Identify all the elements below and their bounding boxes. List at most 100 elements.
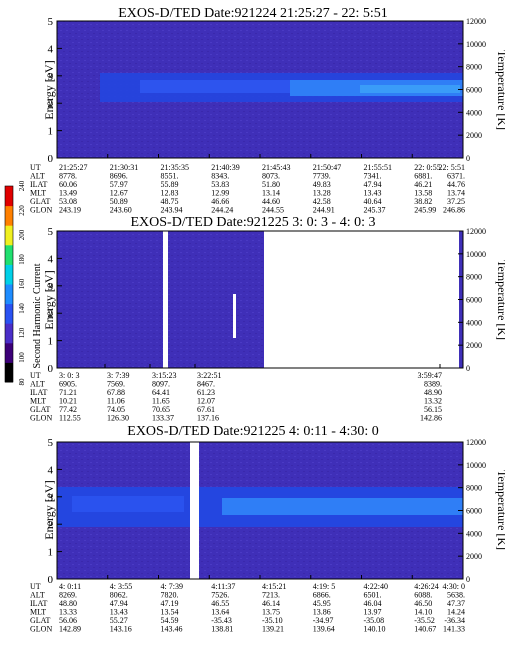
table-row-label: MLT — [30, 608, 46, 617]
table-cell: 245.37 — [364, 206, 386, 215]
colorbar-ticks: 80 100 120 140 160 180 200 220 240 — [18, 180, 26, 385]
colorbar: 80 100 120 140 160 180 200 220 240 Second Harmon… — [4, 180, 43, 386]
panel-3-right-axis: 0 2000 4000 6000 8000 10000 12000 — [458, 438, 486, 584]
panel-2: EXOS-D/TED Date:921225 3: 0: 3 - 4: 0: 3… — [30, 215, 505, 423]
table-cell: 21:40:39 — [211, 163, 239, 172]
table-cell: 6088. — [414, 591, 432, 600]
table-cell: 46.21 — [414, 180, 432, 189]
table-cell: 7569. — [107, 380, 125, 389]
table-cell: 57.97 — [110, 180, 128, 189]
panel-3-ylabel-right: Temperature [K] — [495, 470, 505, 550]
table-cell: 54.59 — [161, 616, 179, 625]
colorbar-tick-label: 200 — [18, 229, 26, 240]
table-cell: 143.46 — [161, 625, 183, 634]
table-row-label: ALT — [30, 380, 45, 389]
colorbar-frame — [4, 185, 14, 383]
colorbar-segment — [5, 264, 13, 285]
table-cell: 13.97 — [364, 608, 382, 617]
table-cell: 37.25 — [447, 197, 465, 206]
table-cell: 74.05 — [107, 405, 125, 414]
colorbar-tick-label: 180 — [18, 254, 26, 265]
y-tick-label: 0 — [48, 153, 54, 165]
table-cell: 48.80 — [59, 599, 77, 608]
table-row-label: MLT — [30, 397, 46, 406]
colorbar-segment — [5, 323, 13, 344]
colorbar-tick-label: 220 — [18, 205, 26, 216]
table-cell: 12.07 — [197, 397, 215, 406]
table-row-label: GLON — [30, 625, 52, 634]
table-cell: 13.33 — [59, 608, 77, 617]
y2-tick-label: 12000 — [466, 17, 486, 26]
panel-3-title: EXOS-D/TED Date:921225 4: 0:11 - 4:30: 0 — [127, 424, 378, 439]
table-cell: -36.34 — [444, 616, 465, 625]
table-cell: 244.91 — [313, 206, 335, 215]
y2-tick-label: 0 — [466, 575, 470, 584]
table-row-label: GLAT — [30, 616, 51, 625]
panel-1-ylabel: Energy [eV] — [42, 60, 56, 119]
table-cell: 4: 7:39 — [161, 582, 183, 591]
table-cell: 70.65 — [152, 405, 170, 414]
y-tick-label: 2 — [48, 308, 54, 320]
table-cell: 55.27 — [110, 616, 128, 625]
table-cell: 7739. — [313, 172, 331, 181]
table-row-label: ILAT — [30, 388, 47, 397]
table-cell: 133.37 — [152, 414, 174, 423]
table-cell: 4:19: 5 — [313, 582, 335, 591]
panel-1-band-inner-left — [140, 80, 290, 93]
table-row-label: MLT — [30, 189, 46, 198]
table-cell: 112.55 — [59, 414, 81, 423]
table-cell: 21:45:43 — [262, 163, 290, 172]
table-cell: 77.42 — [59, 405, 77, 414]
table-cell: 50.89 — [110, 197, 128, 206]
table-row-label: ALT — [30, 172, 45, 181]
y-tick-label: 1 — [48, 126, 54, 138]
y2-tick-label: 10000 — [466, 40, 486, 49]
table-cell: -34.97 — [313, 616, 334, 625]
y2-tick-label: 0 — [466, 364, 470, 373]
table-cell: 7341. — [364, 172, 382, 181]
y-tick-label: 2 — [48, 519, 54, 531]
y2-tick-label: 12000 — [466, 438, 486, 447]
table-row-label: UT — [30, 582, 41, 591]
y2-tick-label: 2000 — [466, 131, 482, 140]
table-cell: 11.06 — [107, 397, 125, 406]
table-cell: 48.90 — [424, 388, 442, 397]
y2-tick-label: 6000 — [466, 507, 482, 516]
table-cell: 6881. — [414, 172, 432, 181]
y-tick-label: 0 — [48, 574, 54, 586]
table-cell: 8778. — [59, 172, 77, 181]
table-cell: 243.60 — [110, 206, 132, 215]
y2-tick-label: 8000 — [466, 484, 482, 493]
table-cell: 13.75 — [262, 608, 280, 617]
table-cell: 3:59:47 — [418, 371, 442, 380]
table-cell: 8097. — [152, 380, 170, 389]
table-cell: 137.16 — [197, 414, 219, 423]
table-cell: 8696. — [110, 172, 128, 181]
table-cell: 142.89 — [59, 625, 81, 634]
table-row-label: GLAT — [30, 405, 51, 414]
table-cell: 51.80 — [262, 180, 280, 189]
table-cell: 64.41 — [152, 388, 170, 397]
table-row-label: UT — [30, 163, 41, 172]
table-cell: 12.83 — [161, 189, 179, 198]
table-row-label: ILAT — [30, 180, 47, 189]
colorbar-tick-label: 140 — [18, 303, 26, 314]
table-cell: 49.83 — [313, 180, 331, 189]
table-cell: 245.99 — [414, 206, 436, 215]
table-cell: 3: 7:39 — [107, 371, 129, 380]
table-row-label: ILAT — [30, 599, 47, 608]
table-cell: 143.16 — [110, 625, 132, 634]
table-cell: 4: 0:11 — [59, 582, 81, 591]
table-cell: 12.67 — [110, 189, 128, 198]
table-cell: 246.86 — [443, 206, 465, 215]
table-cell: 6501. — [364, 591, 382, 600]
table-cell: 8062. — [110, 591, 128, 600]
y2-tick-label: 4000 — [466, 318, 482, 327]
y-tick-label: 3 — [48, 281, 54, 293]
table-cell: 46.66 — [211, 197, 229, 206]
y2-tick-label: 4000 — [466, 108, 482, 117]
y-tick-label: 3 — [48, 71, 54, 83]
table-cell: 7820. — [161, 591, 179, 600]
colorbar-segment — [5, 205, 13, 226]
